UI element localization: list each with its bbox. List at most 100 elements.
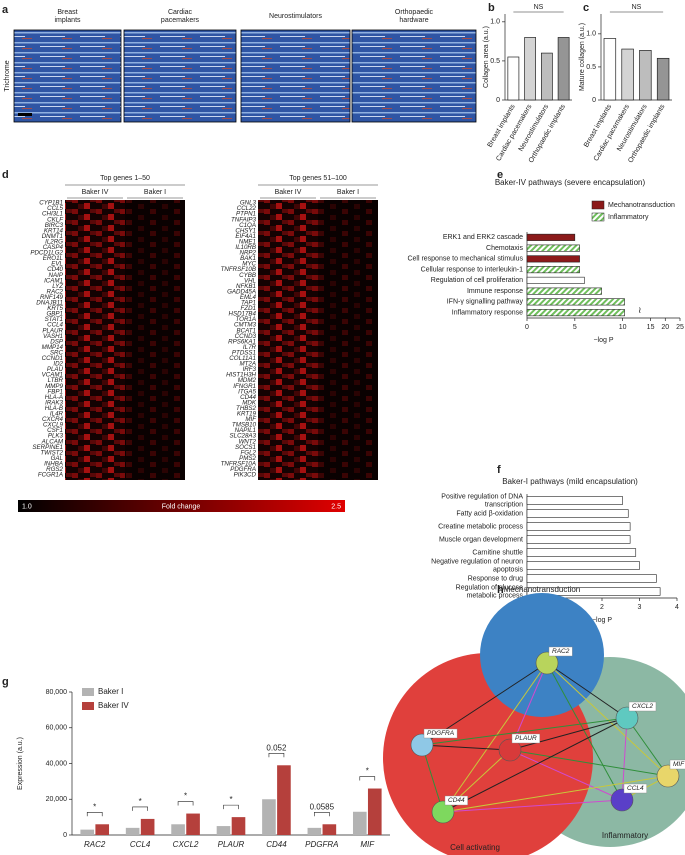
network-edge <box>421 744 444 813</box>
gene-label: STAT1 <box>45 316 63 323</box>
gene-label: LYZ <box>52 283 63 290</box>
gene-label: C1QA <box>239 222 256 229</box>
gene-label: CHI3L1 <box>42 211 63 218</box>
panel-label: b <box>488 2 495 14</box>
node-label: PLAUR <box>515 735 537 742</box>
gene-label: CSF1 <box>47 427 63 434</box>
gene-label: EIF4A1 <box>235 233 256 240</box>
bar <box>526 587 661 596</box>
x-tick-label: 2 <box>600 604 604 611</box>
x-tick-label: CCL4 <box>130 840 151 849</box>
node-label-box <box>669 759 685 770</box>
node-label-box <box>548 646 573 657</box>
gene-label: ICAM1 <box>44 277 63 284</box>
group-label: Baker I <box>337 189 359 196</box>
gene-label: TNFAIP3 <box>231 216 257 223</box>
annotation: * <box>366 767 369 776</box>
y-tick-label: 0.5 <box>586 64 596 71</box>
y-tick-label: 20,000 <box>46 796 68 803</box>
bar <box>639 50 652 101</box>
gene-label: CXCR4 <box>42 416 64 423</box>
x-tick-label: 0 <box>525 324 529 331</box>
bar <box>507 56 520 101</box>
gene-label: CCND3 <box>235 333 257 340</box>
heatmap-title: Top genes 1–50 <box>100 175 150 182</box>
bar <box>95 824 110 835</box>
gene-label: MYC <box>242 261 256 268</box>
scale-bar <box>18 113 32 116</box>
gene-label: NFKB1 <box>236 283 256 290</box>
gene-label: IL2RG <box>45 238 63 245</box>
colorbar-tick: 2.5 <box>331 503 341 510</box>
category-label: Response to drug <box>468 575 523 582</box>
x-tick-label: 4 <box>675 604 679 611</box>
y-tick-label: 1.0 <box>586 31 596 38</box>
panel-label: c <box>583 2 589 14</box>
bar <box>526 561 640 570</box>
gene-label: DNMT1 <box>42 233 63 240</box>
category-label: Fatty acid β-oxidation <box>456 510 523 517</box>
gene-label: ALCAM <box>41 438 64 445</box>
chart-title: Baker-I pathways (mild encapsulation) <box>502 477 638 486</box>
gene-label: GNL3 <box>240 200 257 207</box>
network-edge <box>546 662 669 777</box>
annotation: * <box>139 797 142 806</box>
gene-label: CCL4 <box>47 322 63 329</box>
y-tick-label: 80,000 <box>46 689 68 696</box>
bar <box>277 765 291 835</box>
network-edge <box>509 717 628 751</box>
network-node <box>431 800 455 824</box>
bar <box>526 287 602 295</box>
gene-label: MT2A <box>239 361 256 368</box>
bar <box>526 309 625 317</box>
bar <box>656 57 670 101</box>
gene-label: FZD1 <box>241 305 256 312</box>
image-title: Orthopaedic hardware <box>395 9 434 24</box>
node-label-box <box>511 733 540 744</box>
significance-bracket <box>223 804 239 810</box>
significance-bracket <box>359 776 376 781</box>
gene-label: HLA-A <box>45 394 63 401</box>
gene-label: SERPINE1 <box>32 444 63 451</box>
gene-label: CD40 <box>47 266 63 273</box>
x-tick-label: 25 <box>676 324 684 331</box>
node-label-box <box>423 728 458 739</box>
gene-label: SLC28A3 <box>230 433 257 440</box>
gene-label: GBP1 <box>46 311 63 318</box>
annotation: 0.052 <box>266 743 287 752</box>
gene-label: BIRC3 <box>45 222 64 229</box>
node-label-box <box>628 701 657 712</box>
panel-label: f <box>497 464 501 476</box>
gene-label: IRAK3 <box>45 399 63 406</box>
x-tick-label: 10 <box>619 324 627 331</box>
bar <box>526 233 576 241</box>
x-axis-label: −log P <box>592 617 612 624</box>
y-axis-label: Mature collagen (a.u.) <box>579 23 586 91</box>
gene-label: IL7R <box>243 344 257 351</box>
bar <box>322 824 337 835</box>
gene-label: CCND1 <box>42 355 63 362</box>
annotation: * <box>184 792 187 801</box>
bar <box>526 266 580 274</box>
gene-label: RGS2 <box>46 466 63 473</box>
x-tick-label: CXCL2 <box>173 840 199 849</box>
legend-swatch <box>82 688 94 696</box>
annotation: * <box>229 795 232 804</box>
category-label: Cell response to mechanical stimulus <box>407 256 523 263</box>
cluster-label: Inflammatory <box>602 831 648 840</box>
gene-label: COL11A1 <box>229 355 256 362</box>
y-tick-label: 0 <box>592 97 596 104</box>
bar <box>526 496 623 505</box>
x-tick-label: PLAUR <box>218 840 245 849</box>
gene-label: PTPN1 <box>236 211 256 218</box>
panel-label: a <box>2 4 9 16</box>
colorbar-tick: 1.0 <box>22 503 32 510</box>
image-title: Cardiac pacemakers <box>161 9 200 24</box>
gene-label: PDCD1LG2 <box>30 250 63 257</box>
heatmap-title: Top genes 51–100 <box>289 175 347 182</box>
node-label: MIF <box>673 761 685 768</box>
gene-label: GADD45A <box>227 288 256 295</box>
network-edge <box>442 799 623 813</box>
gene-label: HSD17B4 <box>228 311 256 318</box>
network-edge <box>509 749 669 777</box>
